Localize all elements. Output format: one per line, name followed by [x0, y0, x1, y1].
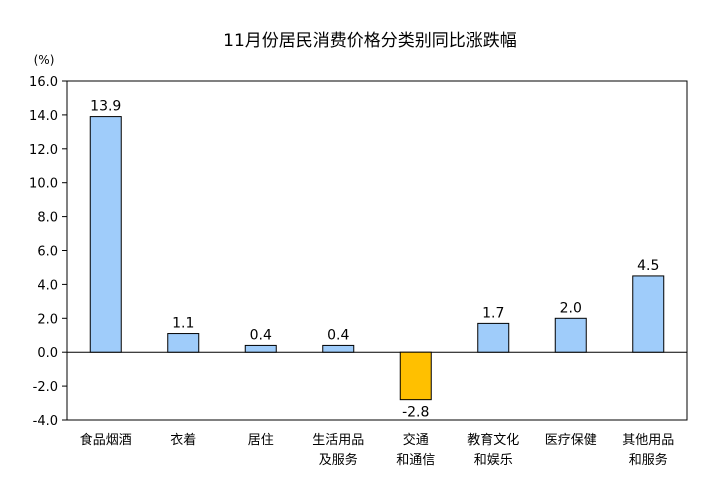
y-tick-label: 14.0	[29, 109, 58, 124]
bar	[167, 333, 200, 353]
y-axis-unit: (%)	[34, 53, 55, 67]
bar	[244, 344, 277, 353]
value-label: 1.1	[172, 316, 194, 332]
y-tick-label: 2.0	[37, 312, 58, 327]
bar	[554, 317, 587, 353]
category-label: 衣着	[170, 432, 196, 448]
bar	[322, 344, 355, 353]
category-label: 和通信	[396, 453, 435, 468]
category-label: 及服务	[319, 452, 358, 468]
y-tick-label: -2.0	[33, 380, 58, 395]
value-label: -2.8	[402, 405, 429, 421]
chart-title: 11月份居民消费价格分类别同比涨跌幅	[223, 31, 517, 51]
value-label: 13.9	[90, 99, 121, 115]
y-axis: 16.0 14.0 12.0 10.0 8.0 6.0 4.0 2.0 0.0 -2.0 -4.0	[29, 75, 67, 429]
bar	[89, 116, 122, 353]
category-label: 和服务	[629, 452, 668, 468]
category-label: 医疗保健	[545, 433, 597, 448]
y-tick-label: 10.0	[29, 177, 58, 192]
category-label: 教育文化	[467, 432, 519, 448]
value-label: 2.0	[560, 300, 582, 316]
category-label: 居住	[248, 433, 274, 448]
bar	[477, 322, 510, 353]
value-label: 1.7	[482, 305, 504, 321]
value-label: 4.5	[637, 258, 659, 274]
y-tick-label: 6.0	[37, 245, 58, 260]
bar	[632, 275, 665, 353]
y-tick-label: 12.0	[29, 143, 58, 158]
value-label: 0.4	[250, 327, 272, 343]
bar	[399, 351, 432, 401]
value-labels: 13.9 1.1 0.4 0.4 -2.8 1.7 2.0 4.5	[90, 99, 659, 421]
plot-area	[66, 80, 688, 421]
category-label: 和娱乐	[474, 453, 513, 468]
bars	[89, 116, 665, 401]
category-label: 生活用品	[312, 433, 364, 448]
category-label: 食品烟酒	[80, 432, 132, 448]
category-label: 其他用品	[622, 433, 674, 448]
category-label: 交通	[403, 432, 429, 448]
y-tick-label: 0.0	[37, 346, 58, 361]
y-tick-label: 16.0	[29, 75, 58, 90]
y-tick-label: 8.0	[37, 211, 58, 226]
value-label: 0.4	[327, 327, 349, 343]
y-tick-label: 4.0	[37, 278, 58, 293]
y-tick-label: -4.0	[33, 414, 58, 429]
